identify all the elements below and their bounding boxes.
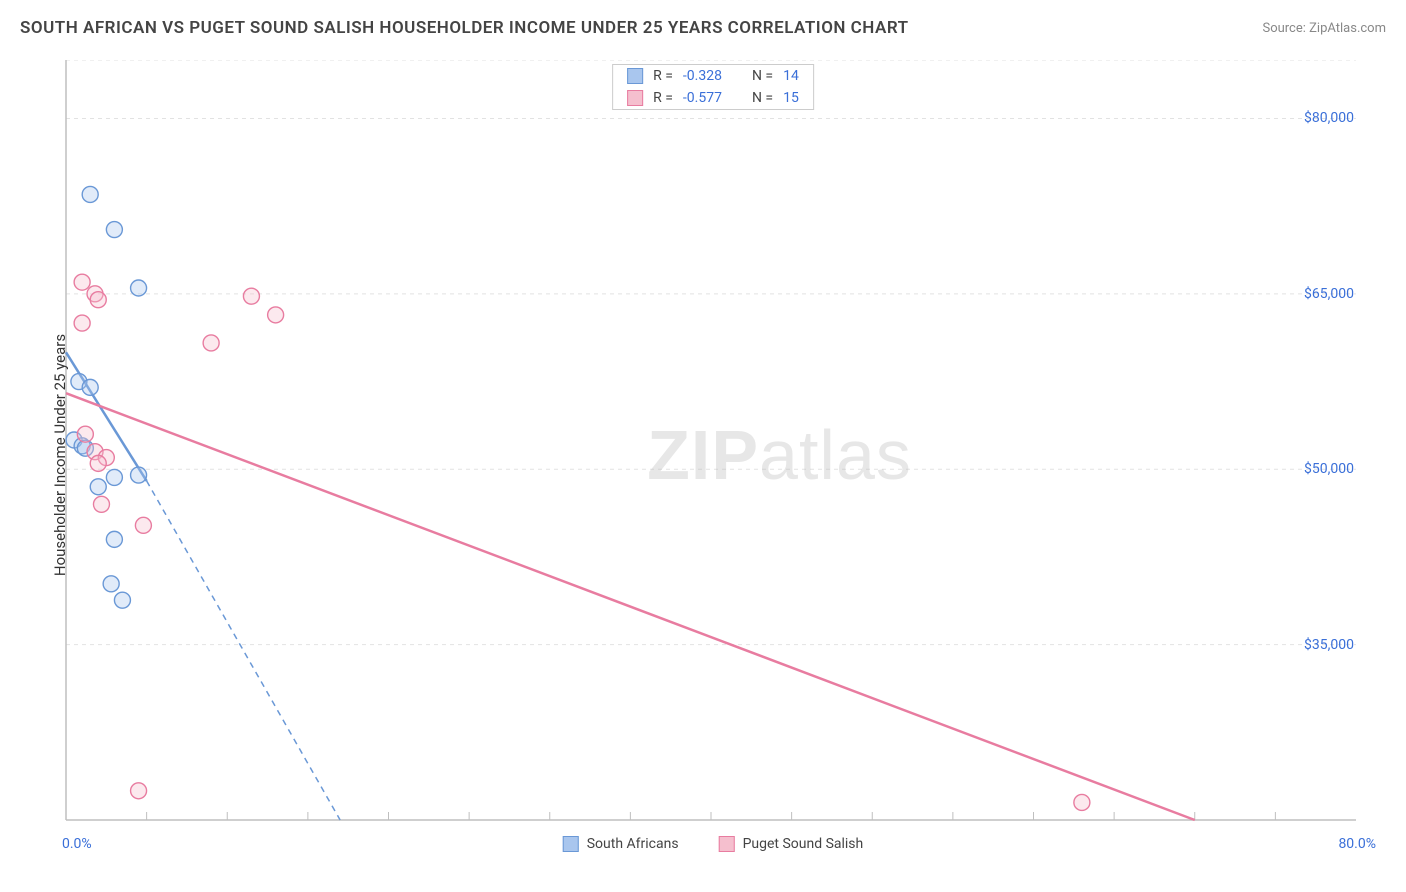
stats-row: R = -0.328 N = 14 <box>613 65 813 87</box>
legend-item: South Africans <box>563 836 679 852</box>
y-tick-label: $80,000 <box>1304 110 1354 126</box>
stats-row: R = -0.577 N = 15 <box>613 87 813 109</box>
n-label: N = <box>752 68 773 84</box>
x-axis-min: 0.0% <box>62 836 92 852</box>
n-value: 15 <box>783 90 799 106</box>
legend-swatch <box>563 836 579 852</box>
chart-area: Householder Income Under 25 years ZIPatl… <box>48 60 1378 850</box>
series-legend: South Africans Puget Sound Salish <box>563 836 864 852</box>
r-value: -0.328 <box>683 68 722 84</box>
stats-legend: R = -0.328 N = 14 R = -0.577 N = 15 <box>612 64 814 110</box>
x-axis-max: 80.0% <box>1338 836 1376 852</box>
legend-label: Puget Sound Salish <box>743 836 864 852</box>
source-label: Source: ZipAtlas.com <box>1262 21 1386 36</box>
y-tick-label: $65,000 <box>1304 286 1354 302</box>
y-tick-label: $50,000 <box>1304 461 1354 477</box>
r-label: R = <box>653 68 673 84</box>
chart-title: SOUTH AFRICAN VS PUGET SOUND SALISH HOUS… <box>20 18 909 38</box>
legend-label: South Africans <box>587 836 679 852</box>
n-label: N = <box>752 90 773 106</box>
y-tick-label: $35,000 <box>1304 637 1354 653</box>
scatter-plot <box>48 60 1378 850</box>
n-value: 14 <box>783 68 799 84</box>
legend-swatch <box>719 836 735 852</box>
legend-swatch <box>627 68 643 84</box>
r-label: R = <box>653 90 673 106</box>
y-axis-label: Householder Income Under 25 years <box>51 334 69 576</box>
legend-item: Puget Sound Salish <box>719 836 864 852</box>
r-value: -0.577 <box>683 90 722 106</box>
legend-swatch <box>627 90 643 106</box>
